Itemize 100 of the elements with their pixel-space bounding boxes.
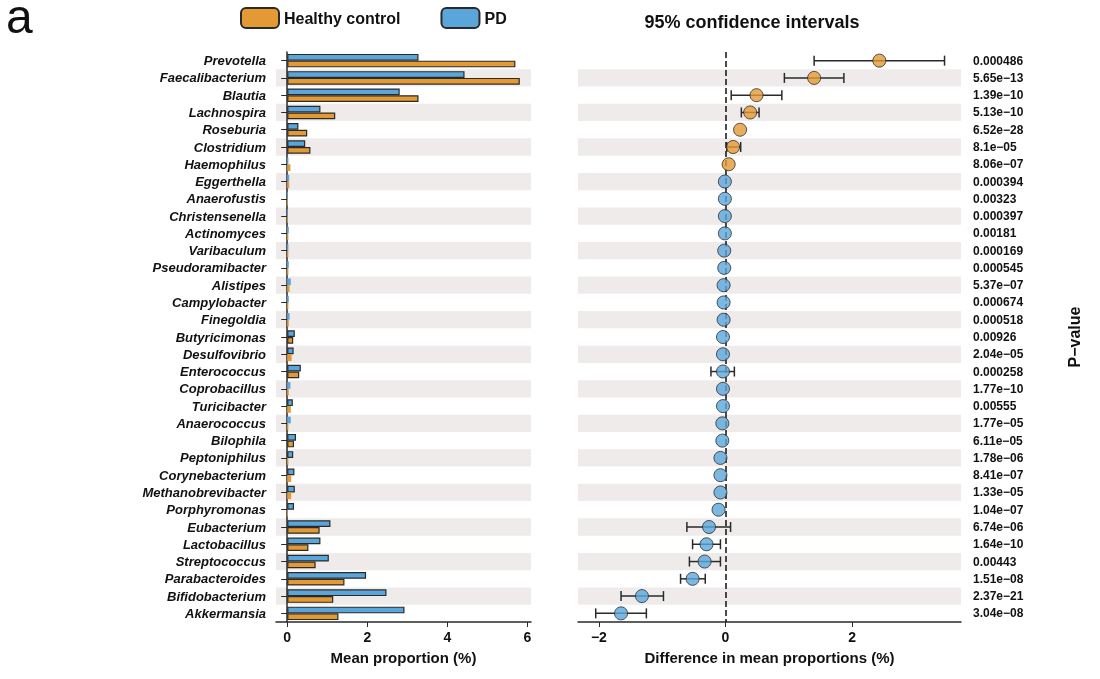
y-tick-label: Lactobacillus [182, 536, 266, 552]
y-tick-label: 1.51e−08 [973, 571, 1024, 586]
y-tick-label: Blautia [222, 87, 266, 103]
y-tick-label: 0.000518 [973, 312, 1024, 327]
y-tick-label: 8.41e−07 [973, 468, 1024, 483]
point [807, 70, 822, 85]
bar [287, 492, 292, 500]
y-tick-label: 0.000258 [973, 364, 1024, 379]
y-tick-label: Parabacteroides [164, 571, 266, 587]
y-tick-label: 0.00443 [973, 554, 1017, 569]
y-tick-label: Anaerococcus [175, 415, 266, 431]
point [715, 399, 730, 414]
point [733, 122, 748, 137]
x-tick-label: 6 [523, 629, 532, 645]
point [717, 260, 732, 275]
y-tick-label: 1.04e−07 [973, 502, 1024, 517]
x-tick-label: 0 [721, 629, 730, 645]
y-tick-label: 0.000486 [973, 53, 1024, 68]
point [713, 468, 728, 483]
point [711, 502, 726, 517]
point [749, 88, 764, 103]
y-tick-label: 6.74e−06 [973, 520, 1024, 534]
y-tick-label: Anaerofustis [185, 191, 266, 207]
y-tick-label: Campylobacter [172, 294, 267, 310]
bar [287, 312, 290, 320]
point [634, 589, 649, 604]
y-tick-label: 0.000397 [973, 209, 1024, 224]
point [715, 381, 730, 396]
y-tick-label: Turicibacter [191, 398, 267, 414]
bar [287, 406, 291, 413]
point [715, 347, 730, 362]
y-tick-label: Enterococcus [180, 364, 266, 380]
bar [287, 475, 292, 482]
bar [287, 164, 291, 172]
y-tick-label: Butyricimonas [175, 329, 266, 345]
y-tick-label: Coprobacillus [179, 381, 266, 397]
text: a [6, 0, 33, 43]
y-tick-label: Peptoniphilus [180, 450, 266, 466]
y-tick-label: 8.06e−07 [973, 157, 1024, 172]
y-tick-label: Alistipes [210, 277, 266, 293]
y-tick-label: Varibaculum [188, 243, 267, 259]
point [717, 243, 732, 258]
y-tick-label: 3.04e−08 [973, 606, 1024, 621]
y-tick-label: 5.65e−13 [973, 70, 1024, 85]
y-tick-label: 1.78e−06 [973, 450, 1024, 465]
y-tick-label: Finegoldia [201, 312, 266, 328]
point [715, 433, 730, 448]
bar [287, 416, 291, 424]
chart-title: 95% confidence intervals [644, 12, 860, 32]
y-tick-label: 1.77e−10 [973, 381, 1024, 396]
y-tick-label: 0.000169 [973, 243, 1024, 258]
point [715, 416, 730, 431]
point [872, 53, 887, 68]
y-tick-label: Faecalibacterium [159, 70, 267, 86]
y-tick-label: Streptococcus [175, 554, 266, 570]
y-tick-label: 0.00555 [973, 399, 1017, 414]
bar [287, 285, 290, 292]
point [699, 537, 714, 552]
point [717, 226, 732, 241]
y-tick-label: 2.04e−05 [973, 347, 1024, 362]
y-tick-label: Porphyromonas [166, 502, 266, 518]
bar [287, 181, 290, 189]
legend-label: Healthy control [284, 9, 401, 27]
y-tick-label: 0.00323 [973, 191, 1017, 206]
y-tick-label: Corynebacterium [159, 467, 267, 483]
x-tick-label: −2 [590, 629, 608, 645]
x-axis-title: Mean proportion (%) [330, 649, 477, 666]
x-tick-label: 4 [443, 629, 452, 645]
y-tick-label: Pseudoramibacter [152, 260, 267, 276]
y-tick-label: 0.000674 [973, 295, 1024, 310]
bar [287, 174, 290, 182]
y-tick-label: Clostridium [193, 139, 267, 155]
point [715, 364, 730, 379]
y-tick-label: 0.00926 [973, 330, 1017, 344]
legend-label: PD [484, 9, 507, 27]
point [721, 157, 736, 172]
y-tick-label: Akkermansia [184, 605, 266, 621]
x-axis-title: Difference in mean proportions (%) [644, 649, 895, 666]
y-tick-label: Lachnospira [188, 104, 266, 120]
point [716, 295, 731, 310]
y-tick-label: Bifidobacterium [167, 588, 267, 604]
point [713, 485, 728, 500]
y-tick-label: Desulfovibrio [182, 346, 267, 362]
x-tick-label: 0 [283, 629, 292, 645]
y-tick-label: 1.77e−05 [973, 416, 1024, 431]
point [717, 209, 732, 224]
y-tick-label: 6.52e−28 [973, 122, 1024, 137]
y-tick-label: 5.37e−07 [973, 278, 1024, 293]
y-tick-label: 0.000394 [973, 174, 1024, 189]
y-tick-label: 6.11e−05 [973, 433, 1024, 448]
y-tick-label: Eggerthella [195, 174, 266, 190]
point [614, 606, 629, 621]
bar [287, 382, 291, 389]
y-tick-label: 8.1e−05 [973, 140, 1018, 154]
y-tick-label: 1.64e−10 [973, 537, 1024, 552]
point [715, 330, 730, 344]
y-tick-label: Methanobrevibacter [142, 484, 267, 500]
y-tick-label: 0.00181 [973, 226, 1017, 241]
y-tick-label: 1.33e−05 [973, 485, 1024, 500]
y-tick-label: 5.13e−10 [973, 105, 1024, 120]
